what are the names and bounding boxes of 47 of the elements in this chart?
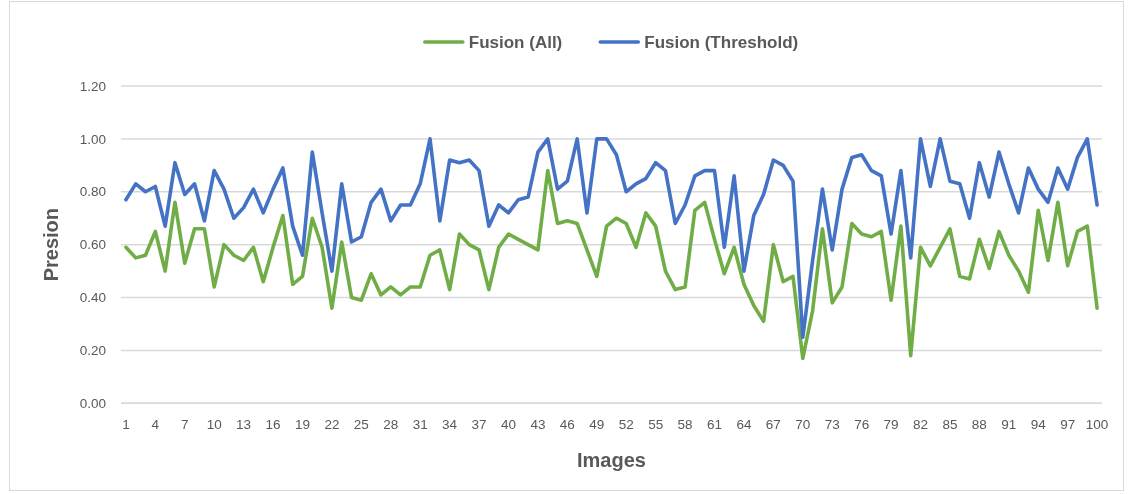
x-tick-label: 7 xyxy=(181,417,189,432)
x-tick-label: 67 xyxy=(765,417,781,432)
x-tick-label: 22 xyxy=(324,417,340,432)
x-tick-label: 79 xyxy=(883,417,899,432)
x-tick-label: 82 xyxy=(913,417,929,432)
x-tick-label: 40 xyxy=(500,417,517,432)
x-tick-label: 73 xyxy=(824,417,840,432)
y-tick-label: 0.80 xyxy=(79,184,106,200)
x-axis-title: Images xyxy=(577,449,646,471)
x-tick-label: 76 xyxy=(854,417,870,432)
x-tick-label: 49 xyxy=(589,417,605,432)
x-tick-label: 88 xyxy=(971,417,987,432)
x-tick-label: 55 xyxy=(648,417,664,432)
x-tick-label: 52 xyxy=(618,417,634,432)
y-axis-title: Presion xyxy=(40,207,62,282)
y-tick-label: 0.60 xyxy=(79,237,106,253)
x-tick-label: 10 xyxy=(206,417,222,432)
x-tick-label: 94 xyxy=(1030,417,1047,432)
x-tick-label: 61 xyxy=(706,417,723,432)
x-tick-label: 100 xyxy=(1085,417,1109,432)
y-tick-label: 1.00 xyxy=(79,131,106,147)
x-tick-label: 31 xyxy=(412,417,428,432)
y-tick-label: 0.20 xyxy=(79,343,106,359)
y-tick-label: 1.20 xyxy=(79,78,106,94)
x-tick-label: 16 xyxy=(265,417,281,432)
x-tick-label: 25 xyxy=(353,417,369,432)
x-tick-label: 37 xyxy=(471,417,487,432)
x-tick-label: 28 xyxy=(383,417,399,432)
line-series xyxy=(124,168,1099,361)
x-tick-label: 4 xyxy=(151,417,160,432)
x-tick-label: 1 xyxy=(122,417,130,432)
legend-label: Fusion (All) xyxy=(468,32,563,52)
x-tick-label: 91 xyxy=(1001,417,1017,432)
x-tick-label: 19 xyxy=(294,417,310,432)
x-tick-label: 13 xyxy=(236,417,252,432)
y-tick-label: 0.00 xyxy=(79,396,106,412)
x-tick-label: 97 xyxy=(1060,417,1076,432)
x-tick-label: 43 xyxy=(530,417,546,432)
x-tick-label: 85 xyxy=(942,417,958,432)
x-tick-label: 64 xyxy=(736,417,752,432)
x-tick-label: 34 xyxy=(442,417,458,432)
x-tick-label: 46 xyxy=(559,417,575,432)
x-tick-label: 70 xyxy=(795,417,811,432)
y-tick-label: 0.40 xyxy=(79,290,106,306)
line-series xyxy=(124,137,1099,339)
legend-label: Fusion (Threshold) xyxy=(644,32,799,52)
x-tick-label: 58 xyxy=(677,417,693,432)
